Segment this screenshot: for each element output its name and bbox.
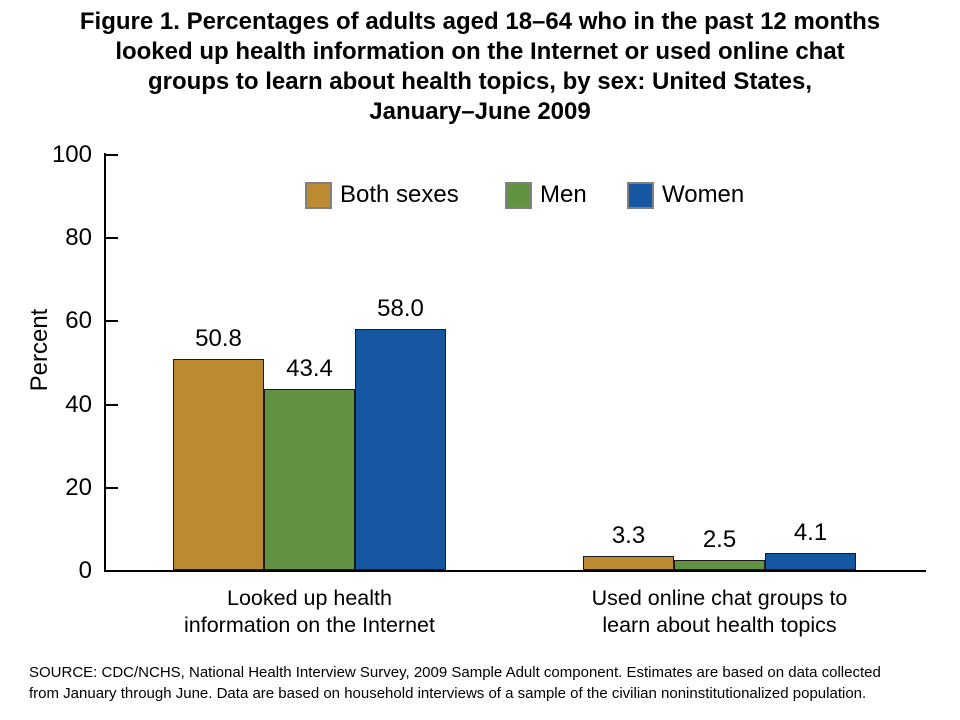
bar-value-label: 4.1: [793, 519, 828, 546]
y-axis-tick: [106, 487, 118, 489]
y-axis-tick-label: 60: [65, 307, 92, 334]
bar-value-label: 2.5: [702, 526, 737, 553]
bar-value-label: 43.4: [286, 355, 333, 382]
y-axis-tick: [106, 237, 118, 239]
y-axis-tick-label: 80: [65, 224, 92, 251]
legend-label: Both sexes: [340, 181, 459, 208]
legend-item: Both sexes: [305, 181, 459, 209]
bar-men: [674, 560, 765, 570]
bar-value-label: 3.3: [611, 522, 646, 549]
y-axis-tick: [106, 570, 118, 572]
y-axis-tick-label: 40: [65, 391, 92, 418]
y-axis-tick: [106, 154, 118, 156]
bar-women: [355, 329, 446, 570]
legend-swatch: [505, 181, 532, 209]
legend-item: Men: [505, 181, 587, 209]
y-axis-tick: [106, 404, 118, 406]
legend-item: Women: [627, 181, 744, 209]
bar-value-label: 50.8: [195, 325, 242, 352]
figure-title: Figure 1. Percentages of adults aged 18–…: [79, 8, 881, 125]
bar-women: [765, 553, 856, 570]
x-axis-line: [104, 570, 926, 572]
category-label: Used online chat groups to learn about h…: [591, 586, 848, 637]
bar-both-sexes: [583, 556, 674, 570]
legend-label: Men: [540, 181, 587, 208]
bar-both-sexes: [173, 359, 264, 570]
legend-label: Women: [662, 181, 745, 208]
y-axis-line: [104, 153, 106, 572]
y-axis-tick: [106, 320, 118, 322]
bar-value-label: 58.0: [377, 295, 424, 322]
bar-men: [264, 389, 355, 570]
source-note: SOURCE: CDC/NCHS, National Health Interv…: [29, 664, 881, 702]
legend-swatch: [627, 181, 654, 209]
legend-swatch: [305, 181, 332, 209]
category-label: Looked up health information on the Inte…: [184, 586, 435, 637]
y-axis-tick-label: 100: [51, 141, 92, 168]
y-axis-tick-label: 0: [78, 557, 92, 584]
y-axis-tick-label: 20: [65, 474, 92, 501]
